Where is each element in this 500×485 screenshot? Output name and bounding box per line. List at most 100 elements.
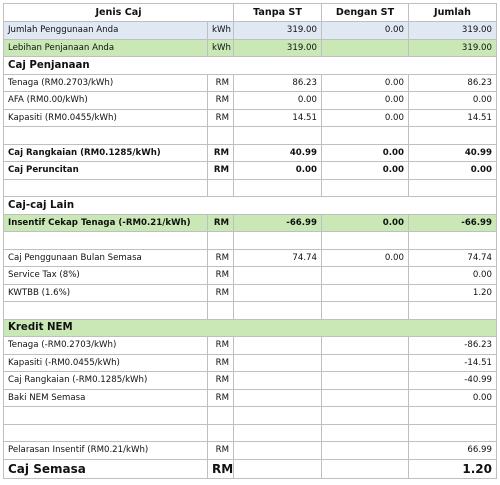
header-charge-type: Jenis Caj [3, 3, 234, 22]
row-value-without-st: 86.23 [233, 73, 322, 92]
row-unit: RM [207, 441, 234, 460]
row-value-without-st [233, 388, 322, 407]
row-unit: kWh [207, 21, 234, 40]
row-desc: Tenaga (RM0.2703/kWh) [3, 73, 208, 92]
row-current-charge: Caj Semasa RM 1.20 [3, 458, 497, 479]
row-value-with-st [321, 353, 409, 372]
row-value-with-st [321, 371, 409, 390]
row-desc: Caj Peruncitan [3, 161, 208, 180]
spacer-row [3, 231, 497, 250]
row-unit: RM [207, 336, 234, 355]
row-value-total: -40.99 [408, 371, 497, 390]
row-value-total: 14.51 [408, 108, 497, 127]
spacer-row [3, 126, 497, 145]
row-value-without-st [233, 458, 322, 479]
row-desc: Lebihan Penjanaan Anda [3, 38, 208, 57]
row-unit: kWh [207, 38, 234, 57]
row-value-without-st: 319.00 [233, 21, 322, 40]
row-unit: RM [207, 91, 234, 110]
row-unit: RM [207, 266, 234, 285]
row-value-with-st: 0.00 [321, 248, 409, 267]
total-value: 1.20 [408, 458, 497, 479]
row-value-total: 319.00 [408, 38, 497, 57]
row-incentive-adjustment: Pelarasan Insentif (RM0.21/kWh) RM 66.99 [3, 441, 497, 460]
row-value-with-st [321, 283, 409, 302]
row-value-total: -66.99 [408, 213, 497, 232]
row-unit: RM [207, 353, 234, 372]
charges-table: Jenis Caj Tanpa ST Dengan ST Jumlah Juml… [3, 3, 497, 479]
spacer-row [3, 178, 497, 197]
row-value-total: 74.74 [408, 248, 497, 267]
row-value-with-st: 0.00 [321, 143, 409, 162]
row-value-with-st [321, 38, 409, 57]
row-value-with-st: 0.00 [321, 21, 409, 40]
row-value-without-st [233, 441, 322, 460]
header-with-st: Dengan ST [321, 3, 409, 22]
row-capacity: Kapasiti (RM0.0455/kWh) RM 14.51 0.00 14… [3, 108, 497, 127]
row-desc: Baki NEM Semasa [3, 388, 208, 407]
row-nem-energy: Tenaga (-RM0.2703/kWh) RM -86.23 [3, 336, 497, 355]
row-usage: Jumlah Penggunaan Anda kWh 319.00 0.00 3… [3, 21, 497, 40]
row-value-without-st [233, 353, 322, 372]
row-current-month-usage: Caj Penggunaan Bulan Semasa RM 74.74 0.0… [3, 248, 497, 267]
row-value-total: 0.00 [408, 161, 497, 180]
section-title: Kredit NEM [3, 318, 497, 337]
row-value-with-st [321, 388, 409, 407]
row-unit: RM [207, 371, 234, 390]
row-nem-balance: Baki NEM Semasa RM 0.00 [3, 388, 497, 407]
row-unit: RM [207, 248, 234, 267]
row-desc: Caj Rangkaian (-RM0.1285/kWh) [3, 371, 208, 390]
row-kwtbb: KWTBB (1.6%) RM 1.20 [3, 283, 497, 302]
row-desc: Kapasiti (RM0.0455/kWh) [3, 108, 208, 127]
row-desc: Service Tax (8%) [3, 266, 208, 285]
row-unit: RM [207, 283, 234, 302]
header-without-st: Tanpa ST [233, 3, 322, 22]
row-value-total: 1.20 [408, 283, 497, 302]
total-unit: RM [207, 458, 234, 479]
row-value-without-st [233, 336, 322, 355]
bill-breakdown: Jenis Caj Tanpa ST Dengan ST Jumlah Juml… [3, 3, 497, 479]
row-unit: RM [207, 161, 234, 180]
row-value-without-st [233, 283, 322, 302]
row-afa: AFA (RM0.00/kWh) RM 0.00 0.00 0.00 [3, 91, 497, 110]
section-other-charges: Caj-caj Lain [3, 196, 497, 215]
row-value-total: -86.23 [408, 336, 497, 355]
row-desc: Insentif Cekap Tenaga (-RM0.21/kWh) [3, 213, 208, 232]
row-energy: Tenaga (RM0.2703/kWh) RM 86.23 0.00 86.2… [3, 73, 497, 92]
row-unit: RM [207, 213, 234, 232]
row-network: Caj Rangkaian (RM0.1285/kWh) RM 40.99 0.… [3, 143, 497, 162]
spacer-row [3, 423, 497, 442]
section-title: Caj Penjanaan [3, 56, 497, 75]
row-value-total: 0.00 [408, 388, 497, 407]
row-value-total: -14.51 [408, 353, 497, 372]
row-desc: Kapasiti (-RM0.0455/kWh) [3, 353, 208, 372]
row-value-without-st [233, 371, 322, 390]
row-value-with-st: 0.00 [321, 108, 409, 127]
table-header-row: Jenis Caj Tanpa ST Dengan ST Jumlah [3, 3, 497, 22]
spacer-row [3, 406, 497, 425]
row-nem-capacity: Kapasiti (-RM0.0455/kWh) RM -14.51 [3, 353, 497, 372]
row-desc: Caj Rangkaian (RM0.1285/kWh) [3, 143, 208, 162]
row-value-total: 66.99 [408, 441, 497, 460]
row-desc: Pelarasan Insentif (RM0.21/kWh) [3, 441, 208, 460]
row-value-without-st: 319.00 [233, 38, 322, 57]
row-value-total: 0.00 [408, 266, 497, 285]
row-value-with-st: 0.00 [321, 91, 409, 110]
section-generation: Caj Penjanaan [3, 56, 497, 75]
row-unit: RM [207, 143, 234, 162]
row-value-with-st [321, 336, 409, 355]
row-value-without-st [233, 266, 322, 285]
row-value-with-st [321, 441, 409, 460]
row-value-total: 86.23 [408, 73, 497, 92]
row-export: Lebihan Penjanaan Anda kWh 319.00 319.00 [3, 38, 497, 57]
row-efficiency-incentive: Insentif Cekap Tenaga (-RM0.21/kWh) RM -… [3, 213, 497, 232]
row-desc: AFA (RM0.00/kWh) [3, 91, 208, 110]
row-value-without-st: 40.99 [233, 143, 322, 162]
row-desc: Jumlah Penggunaan Anda [3, 21, 208, 40]
row-desc: KWTBB (1.6%) [3, 283, 208, 302]
row-unit: RM [207, 388, 234, 407]
row-value-without-st: 14.51 [233, 108, 322, 127]
row-value-with-st: 0.00 [321, 161, 409, 180]
header-total: Jumlah [408, 3, 497, 22]
row-value-total: 0.00 [408, 91, 497, 110]
